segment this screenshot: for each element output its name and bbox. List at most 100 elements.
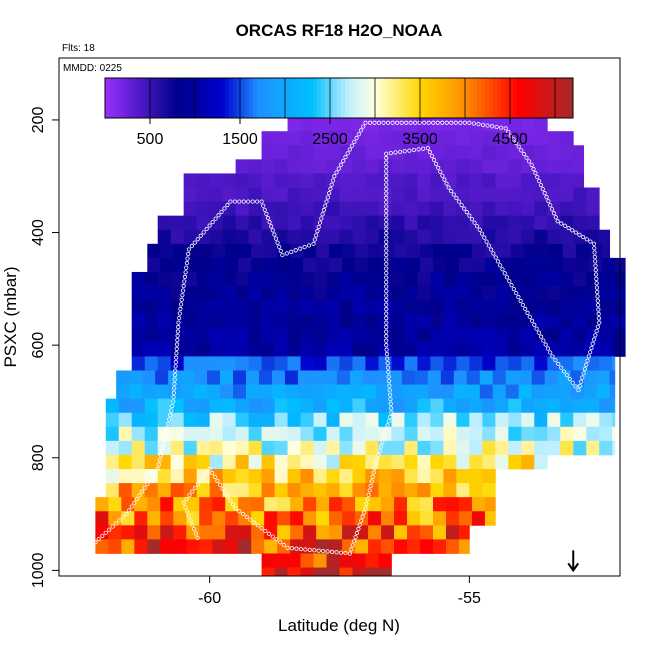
- heatmap-cell: [209, 215, 224, 231]
- heatmap-cell: [248, 286, 262, 301]
- heatmap-cell: [469, 412, 483, 428]
- heatmap-cell: [274, 131, 288, 146]
- heatmap-cell: [274, 469, 288, 484]
- track-point: [384, 293, 389, 298]
- track-point: [367, 120, 373, 125]
- colorbar-segment: [277, 78, 282, 118]
- track-point: [289, 249, 294, 254]
- heatmap-cell: [430, 314, 444, 329]
- heatmap-cell: [388, 384, 403, 400]
- track-point: [384, 288, 389, 294]
- heatmap-cell: [391, 201, 405, 217]
- heatmap-cell: [300, 187, 314, 202]
- colorbar-tick-label: 3500: [402, 131, 438, 148]
- heatmap-cell: [183, 300, 198, 315]
- heatmap-cell: [573, 145, 585, 160]
- heatmap-cell: [170, 271, 185, 287]
- heatmap-cell: [456, 187, 470, 202]
- heatmap-cell: [95, 539, 109, 554]
- heatmap-cell: [160, 257, 174, 273]
- heatmap-cell: [482, 159, 496, 174]
- heatmap-cell: [131, 286, 146, 301]
- heatmap-cell: [313, 342, 327, 357]
- track-point: [449, 188, 454, 194]
- track-point: [544, 195, 549, 200]
- heatmap-cell: [534, 117, 548, 132]
- y-tick-label: 1000: [30, 552, 47, 588]
- heatmap-cell: [495, 131, 509, 146]
- heatmap-cell: [495, 145, 509, 160]
- track-point: [596, 311, 601, 316]
- track-point: [187, 493, 192, 498]
- colorbar-segment: [289, 78, 294, 118]
- heatmap-cell: [339, 286, 353, 301]
- colorbar-segment: [201, 78, 206, 118]
- heatmap-cell: [508, 159, 522, 174]
- heatmap-cell: [316, 243, 330, 259]
- heatmap-cell: [456, 440, 470, 456]
- heatmap-cell: [274, 215, 288, 231]
- track-point: [411, 147, 417, 153]
- heatmap-cell: [482, 215, 496, 231]
- track-point: [435, 120, 440, 125]
- track-point: [314, 233, 319, 238]
- track-point: [114, 521, 119, 526]
- heatmap-cell: [144, 440, 159, 456]
- colorbar-segment: [141, 78, 146, 118]
- track-point: [190, 489, 195, 494]
- heatmap-cell: [534, 271, 548, 287]
- heatmap-cell: [601, 243, 611, 259]
- heatmap-cell: [557, 384, 572, 400]
- heatmap-cell: [274, 412, 288, 428]
- track-point: [446, 185, 451, 190]
- heatmap-cell: [261, 567, 275, 577]
- heatmap-cell: [368, 539, 382, 554]
- heatmap-cell: [495, 328, 509, 343]
- heatmap-cell: [342, 539, 356, 554]
- colorbar-segment: [537, 78, 542, 118]
- heatmap-cell: [287, 328, 301, 343]
- heatmap-cell: [469, 117, 483, 132]
- colorbar-segment: [477, 78, 482, 118]
- heatmap-cell: [196, 271, 211, 287]
- track-point: [596, 316, 602, 321]
- heatmap-cell: [378, 440, 392, 456]
- heatmap-cell: [362, 370, 377, 385]
- heatmap-cell: [134, 525, 148, 540]
- heatmap-cell: [404, 271, 418, 287]
- heatmap-cell: [173, 257, 187, 273]
- heatmap-cell: [339, 398, 353, 414]
- track-point: [508, 133, 514, 138]
- heatmap-cell: [170, 483, 185, 498]
- flight-track: [93, 120, 602, 556]
- heatmap-cell: [173, 243, 187, 259]
- colorbar-segment: [293, 78, 298, 118]
- heatmap-cell: [417, 342, 431, 357]
- colorbar-segment: [345, 78, 350, 118]
- heatmap-cell: [469, 426, 483, 442]
- track-point: [180, 293, 185, 298]
- heatmap-cell: [544, 370, 559, 385]
- heatmap-cell: [612, 426, 616, 442]
- colorbar-segment: [481, 78, 486, 118]
- heatmap-cell: [407, 257, 421, 273]
- heatmap-cell: [391, 483, 405, 498]
- heatmap-cell: [599, 412, 613, 428]
- heatmap-cell: [300, 145, 314, 160]
- track-point: [384, 316, 389, 321]
- heatmap-cell: [287, 173, 301, 188]
- track-point: [390, 120, 395, 125]
- heatmap-cell: [160, 243, 174, 259]
- heatmap-cell: [381, 525, 395, 540]
- colorbar-segment: [145, 78, 150, 118]
- heatmap-cell: [199, 525, 213, 540]
- heatmap-cell: [207, 370, 221, 385]
- heatmap-cell: [290, 257, 304, 273]
- heatmap-cell: [108, 539, 122, 554]
- track-point: [431, 120, 436, 125]
- heatmap-cell: [433, 243, 447, 259]
- heatmap-cell: [599, 300, 613, 315]
- heatmap-cell: [534, 145, 548, 160]
- heatmap-cell: [251, 243, 265, 259]
- heatmap-cell: [549, 243, 564, 259]
